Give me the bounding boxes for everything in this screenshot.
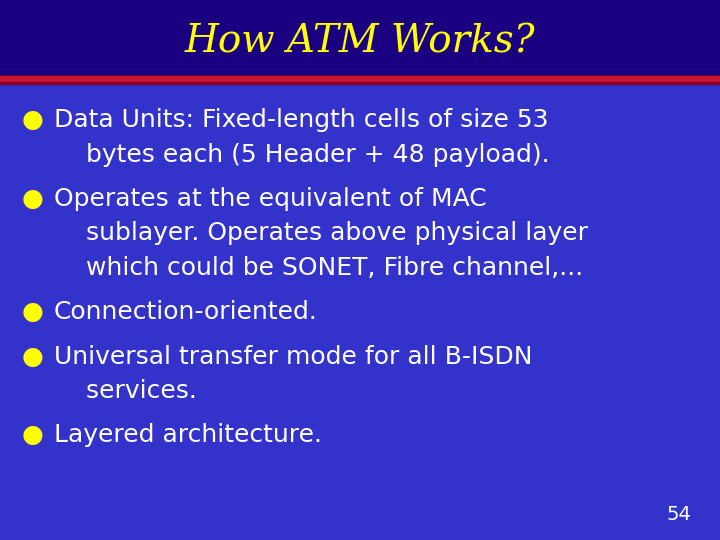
Text: ●: ● [22,423,43,447]
Text: Data Units: Fixed-length cells of size 53: Data Units: Fixed-length cells of size 5… [54,108,549,132]
Text: Universal transfer mode for all B-ISDN: Universal transfer mode for all B-ISDN [54,345,533,368]
Text: Connection-oriented.: Connection-oriented. [54,300,318,324]
Text: 54: 54 [666,505,691,524]
Text: ●: ● [22,108,43,132]
Text: ●: ● [22,187,43,211]
Text: How ATM Works?: How ATM Works? [185,23,535,60]
Bar [0,0,720,84]
Text: which could be SONET, Fibre channel,...: which could be SONET, Fibre channel,... [54,256,583,280]
Text: bytes each (5 Header + 48 payload).: bytes each (5 Header + 48 payload). [54,143,549,166]
Bar [0,70,720,73]
Text: ●: ● [22,345,43,368]
Text: ●: ● [22,300,43,324]
Text: sublayer. Operates above physical layer: sublayer. Operates above physical layer [54,221,588,245]
Text: Operates at the equivalent of MAC: Operates at the equivalent of MAC [54,187,487,211]
Bar [0,76,720,82]
Bar [0,73,720,76]
Bar [0,82,720,84]
Text: services.: services. [54,379,197,403]
Text: Layered architecture.: Layered architecture. [54,423,322,447]
